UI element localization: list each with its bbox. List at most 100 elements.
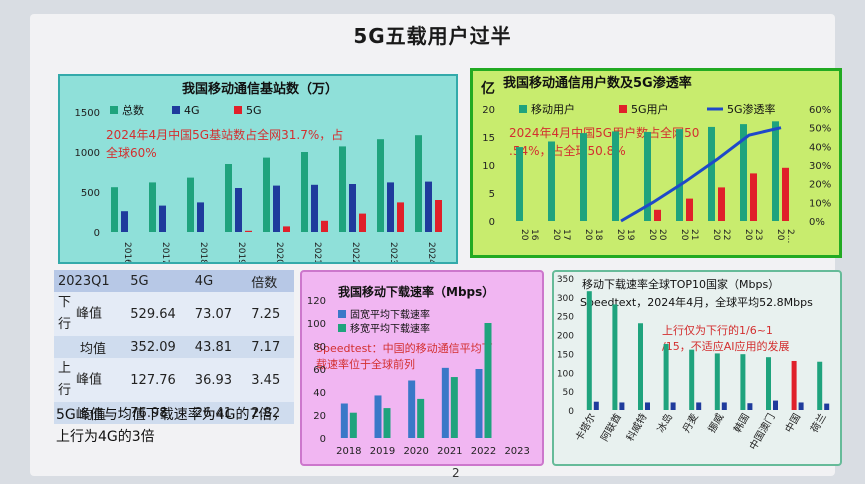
y-tick-label: 500 [81,188,100,199]
table-cell: 2.82 [251,405,281,421]
x-tick-label: 冰岛 [654,411,675,435]
bar [121,211,128,232]
bar [383,408,391,438]
y2-tick-label: 20% [809,180,831,191]
bar [435,200,442,232]
legend-label: 移宽平均下载速率 [350,322,430,335]
x-tick-label: 23 [753,229,763,240]
y-tick-label: 350 [557,275,574,285]
bar [750,173,757,221]
x-tick-label: 丹麦 [680,412,700,435]
bar [349,412,357,438]
metric-label: 峰值 [76,306,103,322]
x-tick-label: 20 [657,229,667,241]
y-tick-label: 20 [313,411,326,422]
legend-swatch [172,106,180,114]
y2-tick-label: 50% [809,124,831,135]
x-tick-label: 2018 [336,446,361,457]
bar [159,205,166,232]
bar [817,361,823,410]
legend-label: 移动用户 [531,102,575,116]
x-tick-label: 2016 [122,242,132,262]
bar [670,402,676,410]
bar [548,141,555,221]
table-cell: 上行峰值 [54,358,126,402]
table-header-cell: 倍数 [251,275,278,291]
bar [475,369,483,438]
x-tick-label: 2019 [370,446,395,457]
x-tick-label: 22 [721,229,731,240]
bar [612,304,618,410]
bar [689,349,695,410]
x-tick-prefix: 20 [679,229,689,241]
bar [374,395,382,438]
unit-label: 亿 [481,80,495,97]
x-tick-prefix: 20 [743,229,753,241]
y-tick-label: 150 [557,350,574,360]
bar [349,184,356,232]
x-tick-prefix: 20 [583,229,593,241]
group-label: 上行 [58,361,72,398]
bar [824,403,830,410]
bar [415,135,422,232]
y-tick-label: 60 [313,365,326,376]
y-tick-label: 1500 [75,108,100,119]
x-tick-prefix: 20 [615,229,625,241]
annotation-line-1: 2024年4月中国5G基站数占全网31.7%，占 [106,127,343,142]
x-tick-label: 16 [529,229,539,241]
x-tick-label: 2020 [403,446,428,457]
bar-group [586,291,830,410]
bar [619,402,625,410]
x-tick-label: 2022 [471,446,496,457]
x-tick-label: 2021 [312,242,322,262]
x-tick-label: 中国 [782,411,803,435]
chart-annotation: 上行仅为下行的1/6~1 /15，不适应AI应用的发展 [662,323,789,353]
bar [408,380,416,438]
bar [417,398,425,438]
annotation-line-1: 上行仅为下行的1/6~1 [662,323,773,337]
y-tick-label: 80 [313,342,326,353]
group-label: 下行 [58,295,72,332]
bar [580,133,587,221]
bar-group [111,135,442,232]
bar [187,177,194,232]
x-tick-label: 2021 [437,446,462,457]
bar [612,131,619,221]
x-axis: 2016 2017 2018 2019 2020 2021 2022 2023 2024 04 [122,242,436,279]
table-cell: 73.07 [194,306,233,322]
table-row: 上行峰值 127.76 36.93 3.45 [54,358,294,402]
y-tick-label: 5 [489,189,495,200]
summary-note: 5G峰值与均值下载速率为4G的7倍，上行为4G的3倍 [56,407,287,445]
top10-chart: 移动下载速率全球TOP10国家（Mbps） Speedtext，2024年4月，… [557,275,830,452]
x-tick-prefix: 20 [647,229,657,241]
legend-swatch [338,310,346,318]
users-panel: 亿 我国移动通信用户数及5G渗透率 移动用户 5G用户 5G渗透率 2024年4月中… [470,68,842,258]
x-tick-label: 2019 [236,242,246,262]
bar [387,182,394,232]
y-axis: 0 500 1000 1500 [75,108,100,239]
y2-tick-label: 40% [809,142,831,153]
page-number: 2 [452,466,460,480]
table-cell: 下行峰值 [54,292,126,336]
bar [773,400,778,410]
bar [721,402,727,410]
legend: 移动用户 5G用户 5G渗透率 [519,102,776,116]
annotation-line-1: 2024年4月中国5G用户数占全网50 [509,125,699,140]
legend: 总数 4G 5G [110,103,262,117]
table-cell: 36.93 [194,372,233,388]
bar [245,230,252,232]
x-tick-label: 2023 [388,242,398,262]
bar-group [516,121,789,223]
y-tick-label: 200 [557,332,574,342]
bar [718,187,725,221]
x-tick-prefix: 20 [775,229,785,241]
base-station-panel: 我国移动通信基站数（万） 总数 4G 5G 2024年4月中国5G基站数占全网31.… [58,74,458,279]
legend-swatch [338,324,346,332]
x-tick-label: 2020 [274,242,284,262]
bar [696,402,702,410]
x-tick-label: 17 [561,229,571,240]
bar [645,402,650,410]
x-tick-label: 挪威 [705,411,726,435]
